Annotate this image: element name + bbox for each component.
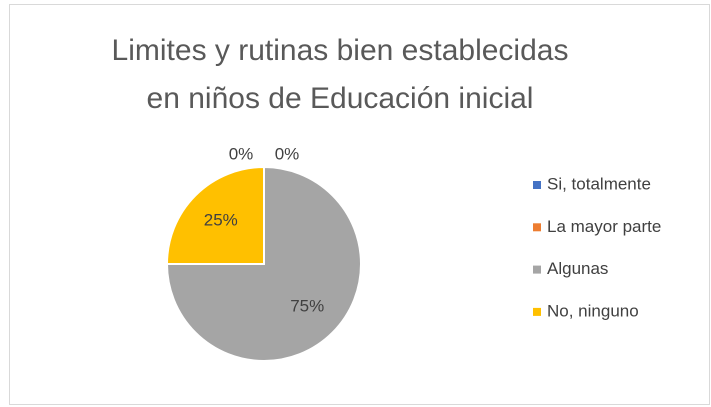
data-label: 25% — [204, 210, 238, 229]
legend-label: Si, totalmente — [547, 174, 651, 193]
chart-title: en niños de Educación inicial — [147, 82, 534, 115]
legend-label: Algunas — [547, 259, 608, 278]
chart-border — [9, 4, 710, 405]
legend-label: No, ninguno — [547, 301, 639, 320]
legend-marker — [533, 307, 541, 316]
legend-label: La mayor parte — [547, 217, 661, 236]
chart-title: Limites y rutinas bien establecidas — [112, 34, 569, 67]
legend-marker — [533, 223, 541, 232]
legend-marker — [533, 265, 541, 274]
pie-slice — [165, 165, 362, 362]
data-label: 75% — [290, 297, 324, 316]
legend-marker — [533, 181, 541, 189]
data-label: 0% — [229, 144, 254, 163]
data-label: 0% — [275, 144, 300, 163]
pie-slice — [165, 165, 265, 265]
